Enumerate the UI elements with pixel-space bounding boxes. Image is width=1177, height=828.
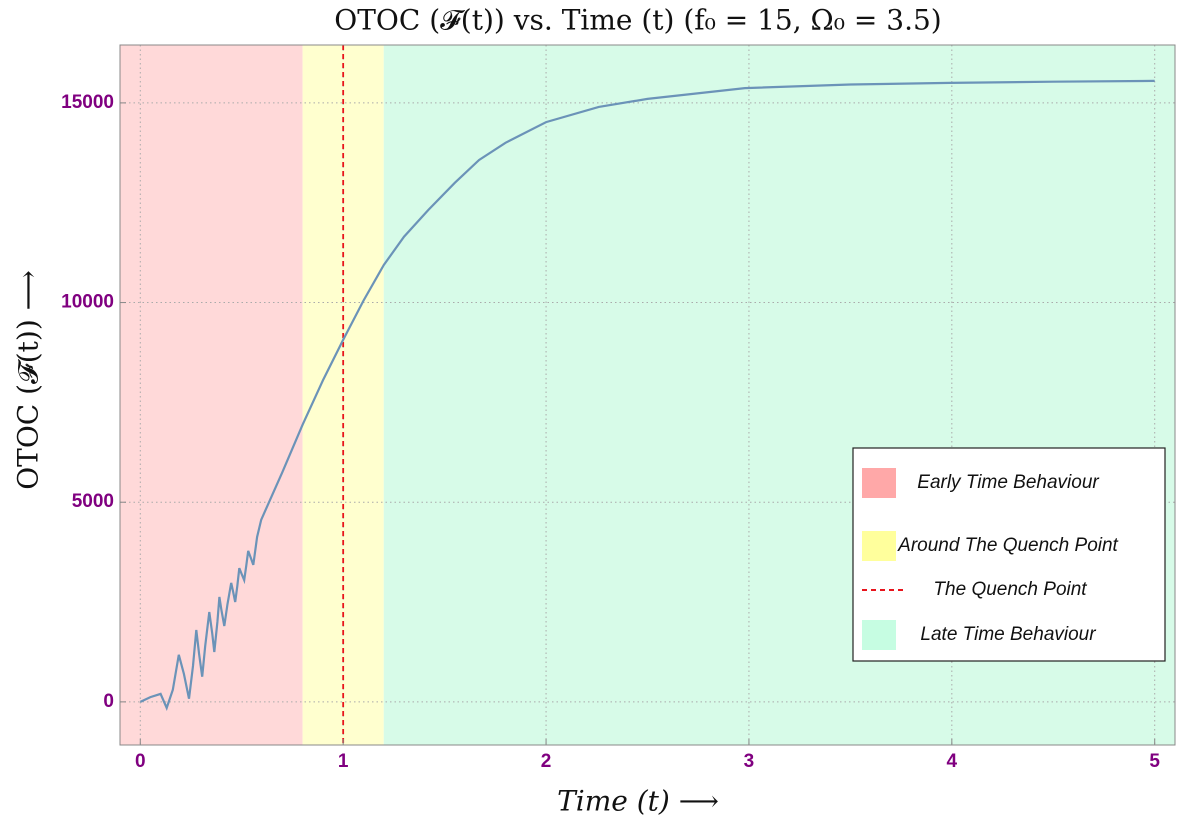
x-tick-label: 2 <box>541 751 552 772</box>
x-tick-label: 3 <box>744 751 755 772</box>
chart-title: OTOC (𝓕(t)) vs. Time (t) (f₀ = 15, Ω₀ = … <box>334 4 941 37</box>
y-axis-label: OTOC (𝓕(t)) ⟶ <box>12 270 45 490</box>
x-tick-label: 0 <box>135 751 146 772</box>
curve <box>139 79 1155 711</box>
legend-swatch <box>862 531 896 561</box>
region <box>120 45 303 745</box>
legend-label: Late Time Behaviour <box>920 624 1096 645</box>
plot-frame <box>119 44 1176 746</box>
y-tick-label: 10000 <box>61 292 114 313</box>
x-tick-label: 4 <box>947 751 958 772</box>
legend-label: The Quench Point <box>933 579 1087 600</box>
legend-box <box>852 447 1166 662</box>
legend-label: Early Time Behaviour <box>917 472 1099 493</box>
y-tick-label: 0 <box>103 691 114 712</box>
y-tick-label: 15000 <box>61 92 114 113</box>
legend-label: Around The Quench Point <box>897 535 1118 556</box>
x-axis-label: Time (t) ⟶ <box>557 785 719 818</box>
legend-swatch <box>862 620 896 650</box>
y-tick-label: 5000 <box>72 491 114 512</box>
legend-swatch <box>862 468 896 498</box>
legend: Early Time Behaviour Around The Quench Po… <box>852 447 1166 662</box>
x-tick-label: 5 <box>1149 751 1160 772</box>
x-tick-label: 1 <box>338 751 349 772</box>
